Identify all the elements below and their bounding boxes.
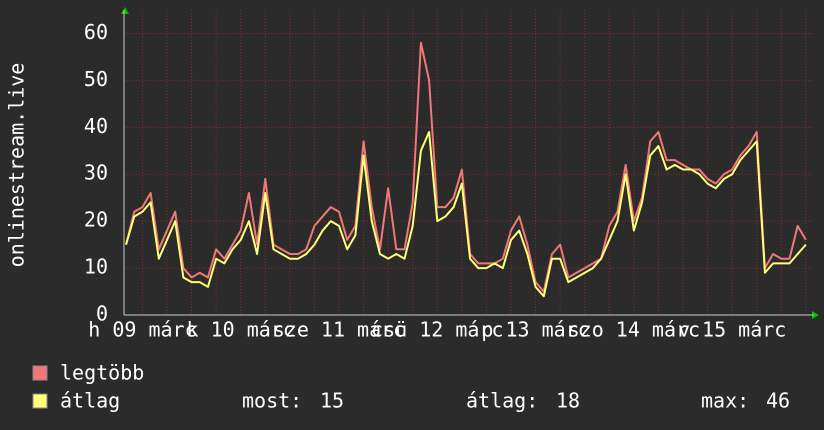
legend-label: legtöbb — [60, 361, 144, 385]
legend-label: átlag — [60, 389, 120, 413]
x-tick-label: v 15 márc — [678, 318, 786, 342]
y-tick-label: 10 — [84, 255, 108, 279]
x-arrow — [812, 311, 819, 319]
y-tick-label: 20 — [84, 208, 108, 232]
x-tick-label: p 13 márc — [481, 318, 589, 342]
stat-label: átlag: — [466, 389, 538, 413]
x-tick-label: szo 14 márc — [568, 318, 700, 342]
y-tick-label: 50 — [84, 67, 108, 91]
y-tick-label: 60 — [84, 20, 108, 44]
y-axis-label: onlinestream.live — [5, 63, 29, 268]
stat-value: 15 — [320, 389, 344, 413]
y-tick-label: 40 — [84, 114, 108, 138]
x-tick-label: h 09 márc — [88, 318, 196, 342]
x-tick-label: csü 12 márc — [371, 318, 503, 342]
stat-label: max: — [701, 389, 749, 413]
legend-swatch — [32, 393, 48, 409]
legend-swatch — [32, 365, 48, 381]
stat-label: most: — [242, 389, 302, 413]
y-arrow — [121, 7, 129, 14]
x-tick-label: k 10 márc — [187, 318, 295, 342]
y-tick-label: 30 — [84, 161, 108, 185]
x-tick-label: sze 11 márc — [273, 318, 405, 342]
stat-value: 18 — [556, 389, 580, 413]
series-line — [125, 131, 807, 298]
stat-value: 46 — [766, 389, 790, 413]
y-tick-label: 0 — [96, 302, 108, 326]
